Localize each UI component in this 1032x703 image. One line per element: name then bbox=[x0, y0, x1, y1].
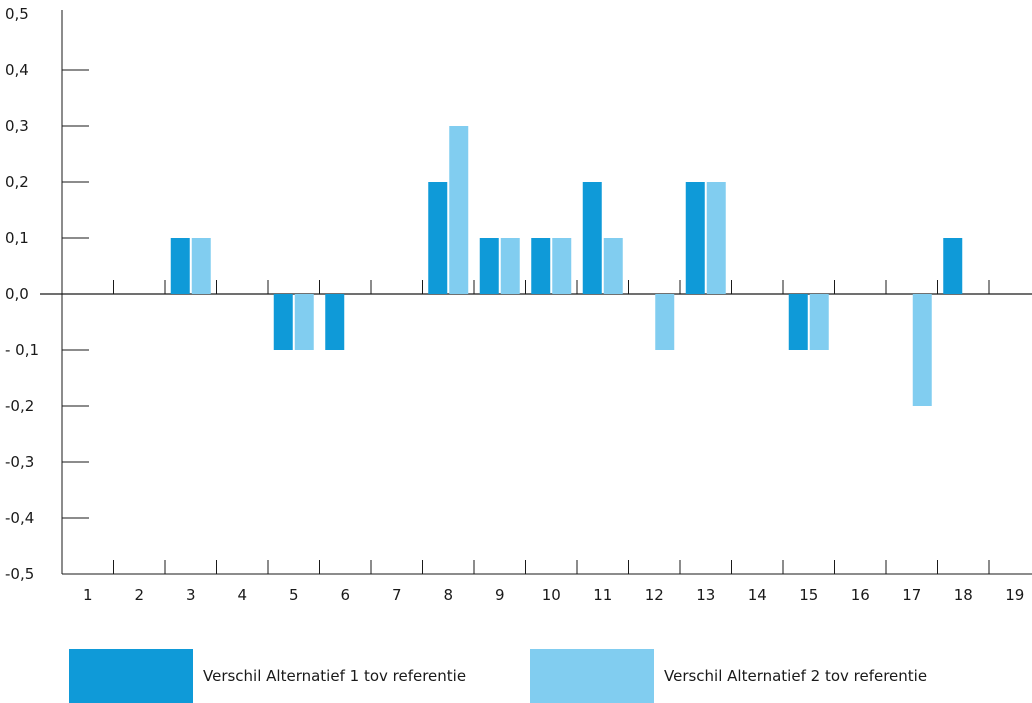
bar-series-2 bbox=[809, 294, 829, 350]
x-tick-label: 13 bbox=[696, 586, 715, 604]
x-tick-label: 10 bbox=[542, 586, 561, 604]
y-tick-label: 0,2 bbox=[5, 173, 29, 191]
y-tick-label: 0,0 bbox=[5, 285, 29, 303]
legend-label-series-1: Verschil Alternatief 1 tov referentie bbox=[203, 667, 467, 685]
x-tick-label: 11 bbox=[593, 586, 612, 604]
bar-series-2 bbox=[603, 238, 623, 294]
x-tick-label: 18 bbox=[954, 586, 973, 604]
legend-item-series-2: Verschil Alternatief 2 tov referentie bbox=[530, 649, 927, 703]
x-tick-label: 9 bbox=[495, 586, 505, 604]
bar-series-1 bbox=[943, 238, 963, 294]
bar-series-2 bbox=[706, 182, 726, 294]
bar-series-1 bbox=[788, 294, 808, 350]
x-tick-label: 4 bbox=[237, 586, 247, 604]
bar-series-2 bbox=[552, 238, 572, 294]
x-tick-label: 17 bbox=[902, 586, 921, 604]
y-tick-label: 0,5 bbox=[5, 5, 29, 23]
x-tick-label: 16 bbox=[851, 586, 870, 604]
y-tick-label: 0,3 bbox=[5, 117, 29, 135]
bar-series-2 bbox=[191, 238, 211, 294]
x-tick-label: 6 bbox=[340, 586, 350, 604]
bar-series-1 bbox=[479, 238, 499, 294]
bar-series-1 bbox=[582, 182, 602, 294]
x-tick-label: 5 bbox=[289, 586, 299, 604]
bar-series-2 bbox=[449, 126, 469, 294]
tick-labels: 0,5 0,4 0,3 0,2 0,1 0,0 - 0,1 -0,2 -0,3 -0,4 -0,5 1… bbox=[5, 5, 1024, 604]
x-tick-label: 8 bbox=[443, 586, 453, 604]
y-tick-label: - 0,1 bbox=[5, 341, 39, 359]
y-tick-label: -0,5 bbox=[5, 565, 34, 583]
legend-label-series-2: Verschil Alternatief 2 tov referentie bbox=[664, 667, 928, 685]
x-tick-label: 12 bbox=[645, 586, 664, 604]
x-tick-label: 7 bbox=[392, 586, 402, 604]
legend-swatch-series-2 bbox=[530, 649, 654, 703]
bar-series-1 bbox=[685, 182, 705, 294]
legend-item-series-1: Verschil Alternatief 1 tov referentie bbox=[69, 649, 466, 703]
y-tick-label: 0,4 bbox=[5, 61, 29, 79]
bar-chart: 0,5 0,4 0,3 0,2 0,1 0,0 - 0,1 -0,2 -0,3 -0,4 -0,5 1… bbox=[5, 5, 1032, 604]
legend-swatch-series-1 bbox=[69, 649, 193, 703]
bar-series-2 bbox=[655, 294, 675, 350]
x-tick-label: 2 bbox=[134, 586, 144, 604]
x-tick-label: 14 bbox=[748, 586, 767, 604]
x-tick-label: 3 bbox=[186, 586, 196, 604]
y-tick-label: -0,3 bbox=[5, 453, 34, 471]
y-tick-label: -0,4 bbox=[5, 509, 34, 527]
bar-series-1 bbox=[325, 294, 345, 350]
x-tick-label: 19 bbox=[1005, 586, 1024, 604]
x-tick-label: 1 bbox=[83, 586, 93, 604]
bar-series-1 bbox=[273, 294, 293, 350]
x-tick-label: 15 bbox=[799, 586, 818, 604]
y-tick-label: 0,1 bbox=[5, 229, 29, 247]
bar-series-2 bbox=[500, 238, 520, 294]
bar-series-2 bbox=[294, 294, 314, 350]
bar-series-1 bbox=[428, 182, 448, 294]
y-tick-label: -0,2 bbox=[5, 397, 34, 415]
bars bbox=[170, 126, 963, 406]
bar-series-1 bbox=[170, 238, 190, 294]
bar-series-1 bbox=[531, 238, 551, 294]
bar-series-2 bbox=[912, 294, 932, 406]
